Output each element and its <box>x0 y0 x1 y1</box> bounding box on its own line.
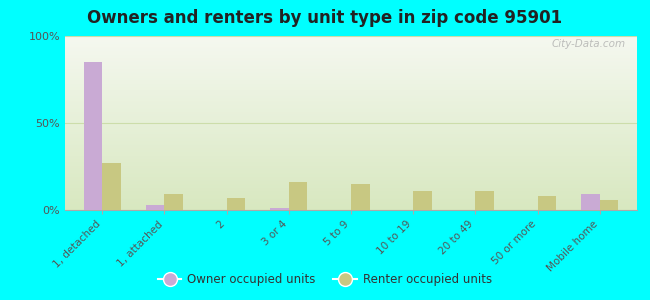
Bar <box>475 191 494 210</box>
Text: City-Data.com: City-Data.com <box>551 40 625 50</box>
Bar <box>270 208 289 210</box>
Bar <box>102 163 121 210</box>
Bar <box>413 191 432 210</box>
Bar <box>289 182 307 210</box>
Bar <box>581 194 600 210</box>
Bar <box>146 205 164 210</box>
Bar <box>600 200 618 210</box>
Bar <box>84 62 102 210</box>
Bar <box>164 194 183 210</box>
Bar <box>351 184 370 210</box>
Legend: Owner occupied units, Renter occupied units: Owner occupied units, Renter occupied un… <box>153 269 497 291</box>
Bar <box>538 196 556 210</box>
Bar <box>227 198 245 210</box>
Text: Owners and renters by unit type in zip code 95901: Owners and renters by unit type in zip c… <box>88 9 562 27</box>
